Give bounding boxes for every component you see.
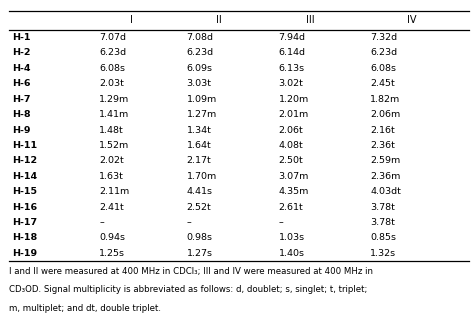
Text: 3.78t: 3.78t (370, 203, 395, 211)
Text: H-14: H-14 (12, 172, 37, 181)
Text: 4.03dt: 4.03dt (370, 187, 401, 196)
Text: I: I (130, 15, 133, 26)
Text: 6.14d: 6.14d (278, 48, 305, 57)
Text: 1.20m: 1.20m (278, 95, 309, 104)
Text: H-12: H-12 (12, 156, 37, 165)
Text: H-2: H-2 (12, 48, 30, 57)
Text: –: – (278, 218, 283, 227)
Text: 1.63t: 1.63t (99, 172, 124, 181)
Text: 1.64t: 1.64t (186, 141, 211, 150)
Text: 3.07m: 3.07m (278, 172, 309, 181)
Text: m, multiplet; and dt, double triplet.: m, multiplet; and dt, double triplet. (9, 304, 162, 313)
Text: 2.01m: 2.01m (278, 110, 309, 119)
Text: 4.08t: 4.08t (278, 141, 303, 150)
Text: H-15: H-15 (12, 187, 37, 196)
Text: 6.13s: 6.13s (278, 64, 305, 73)
Text: 1.32s: 1.32s (370, 249, 397, 258)
Text: 1.34t: 1.34t (186, 125, 211, 135)
Text: 2.06m: 2.06m (370, 110, 401, 119)
Text: 1.52m: 1.52m (99, 141, 129, 150)
Text: 7.32d: 7.32d (370, 33, 398, 42)
Text: 2.36t: 2.36t (370, 141, 395, 150)
Text: 1.27m: 1.27m (186, 110, 217, 119)
Text: H-17: H-17 (12, 218, 37, 227)
Text: CD₃OD. Signal multiplicity is abbreviated as follows: d, doublet; s, singlet; t,: CD₃OD. Signal multiplicity is abbreviate… (9, 286, 368, 294)
Text: 3.78t: 3.78t (370, 218, 395, 227)
Text: 2.61t: 2.61t (278, 203, 303, 211)
Text: H-6: H-6 (12, 79, 30, 88)
Text: III: III (306, 15, 315, 26)
Text: 6.09s: 6.09s (186, 64, 212, 73)
Text: 0.94s: 0.94s (99, 234, 125, 242)
Text: 2.11m: 2.11m (99, 187, 129, 196)
Text: 2.06t: 2.06t (278, 125, 303, 135)
Text: 2.59m: 2.59m (370, 156, 401, 165)
Text: 0.98s: 0.98s (186, 234, 212, 242)
Text: 2.50t: 2.50t (278, 156, 303, 165)
Text: 2.52t: 2.52t (186, 203, 211, 211)
Text: 7.08d: 7.08d (186, 33, 213, 42)
Text: 1.41m: 1.41m (99, 110, 129, 119)
Text: 6.23d: 6.23d (186, 48, 214, 57)
Text: 6.23d: 6.23d (370, 48, 398, 57)
Text: 2.16t: 2.16t (370, 125, 395, 135)
Text: 1.82m: 1.82m (370, 95, 401, 104)
Text: 1.03s: 1.03s (278, 234, 305, 242)
Text: 6.08s: 6.08s (370, 64, 396, 73)
Text: 3.03t: 3.03t (186, 79, 211, 88)
Text: 4.41s: 4.41s (186, 187, 212, 196)
Text: 6.23d: 6.23d (99, 48, 126, 57)
Text: 7.94d: 7.94d (278, 33, 305, 42)
Text: 7.07d: 7.07d (99, 33, 126, 42)
Text: 1.09m: 1.09m (186, 95, 217, 104)
Text: H-11: H-11 (12, 141, 37, 150)
Text: 2.36m: 2.36m (370, 172, 401, 181)
Text: IV: IV (407, 15, 417, 26)
Text: 6.08s: 6.08s (99, 64, 125, 73)
Text: 2.45t: 2.45t (370, 79, 395, 88)
Text: 4.35m: 4.35m (278, 187, 309, 196)
Text: H-7: H-7 (12, 95, 30, 104)
Text: H-4: H-4 (12, 64, 30, 73)
Text: H-18: H-18 (12, 234, 37, 242)
Text: 2.02t: 2.02t (99, 156, 124, 165)
Text: 3.02t: 3.02t (278, 79, 303, 88)
Text: II: II (216, 15, 221, 26)
Text: 2.03t: 2.03t (99, 79, 124, 88)
Text: 2.17t: 2.17t (186, 156, 211, 165)
Text: 1.29m: 1.29m (99, 95, 129, 104)
Text: –: – (99, 218, 104, 227)
Text: 1.70m: 1.70m (186, 172, 217, 181)
Text: H-19: H-19 (12, 249, 37, 258)
Text: I and II were measured at 400 MHz in CDCl₃; III and IV were measured at 400 MHz : I and II were measured at 400 MHz in CDC… (9, 267, 374, 276)
Text: 1.25s: 1.25s (99, 249, 125, 258)
Text: 0.85s: 0.85s (370, 234, 396, 242)
Text: 1.48t: 1.48t (99, 125, 124, 135)
Text: –: – (186, 218, 191, 227)
Text: 1.27s: 1.27s (186, 249, 212, 258)
Text: H-1: H-1 (12, 33, 30, 42)
Text: 2.41t: 2.41t (99, 203, 124, 211)
Text: H-16: H-16 (12, 203, 37, 211)
Text: H-9: H-9 (12, 125, 30, 135)
Text: 1.40s: 1.40s (278, 249, 304, 258)
Text: H-8: H-8 (12, 110, 30, 119)
